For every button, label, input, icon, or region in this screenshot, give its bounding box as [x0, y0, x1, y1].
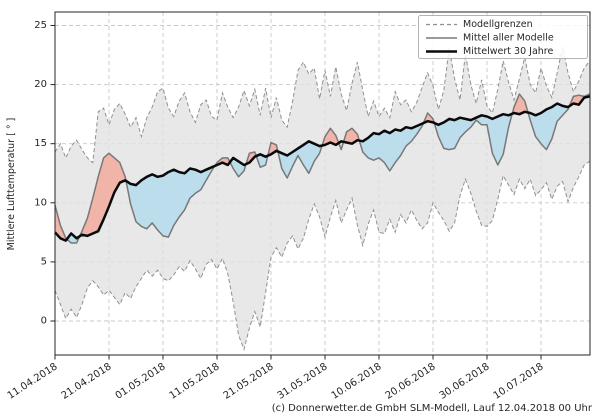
- model-range-lower-edge: [54, 160, 590, 352]
- x-tick-label: 21.05.2018: [222, 361, 276, 401]
- x-tick-label: 11.05.2018: [168, 361, 222, 401]
- y-tick-label: 5: [41, 256, 47, 267]
- x-tick-label: 20.06.2018: [384, 361, 438, 401]
- legend-label: Modellgrenzen: [463, 19, 533, 30]
- y-tick-label: 0: [41, 316, 47, 327]
- y-tick-label: 10: [34, 197, 47, 208]
- y-tick-label: 20: [34, 79, 47, 90]
- legend-label: Mittelwert 30 Jahre: [463, 46, 553, 57]
- x-tick-label: 10.06.2018: [330, 361, 384, 401]
- colder-than-normal-fill: [55, 96, 590, 243]
- x-tick-label: 11.04.2018: [6, 361, 60, 401]
- legend-label: Mittel aller Modelle: [463, 33, 554, 44]
- copyright-credit: (c) Donnerwetter.de GmbH SLM-Modell, Lau…: [272, 403, 593, 414]
- legend: Modellgrenzen Mittel aller Modelle Mittelw…: [418, 15, 588, 59]
- y-axis-label: Mittlere Lufttemperatur [ ° ]: [6, 118, 17, 251]
- legend-box: [418, 15, 588, 59]
- x-tick-label: 10.07.2018: [492, 361, 546, 401]
- y-tick-label: 15: [34, 138, 47, 149]
- y-tick-label: 25: [34, 20, 47, 31]
- x-tick-label: 21.04.2018: [60, 361, 114, 401]
- x-tick-label: 01.05.2018: [114, 361, 168, 401]
- x-tick-label: 31.05.2018: [276, 361, 330, 401]
- x-tick-label: 30.06.2018: [438, 361, 492, 401]
- plot-frame: [54, 11, 591, 356]
- mean-30-years-line: [54, 95, 590, 242]
